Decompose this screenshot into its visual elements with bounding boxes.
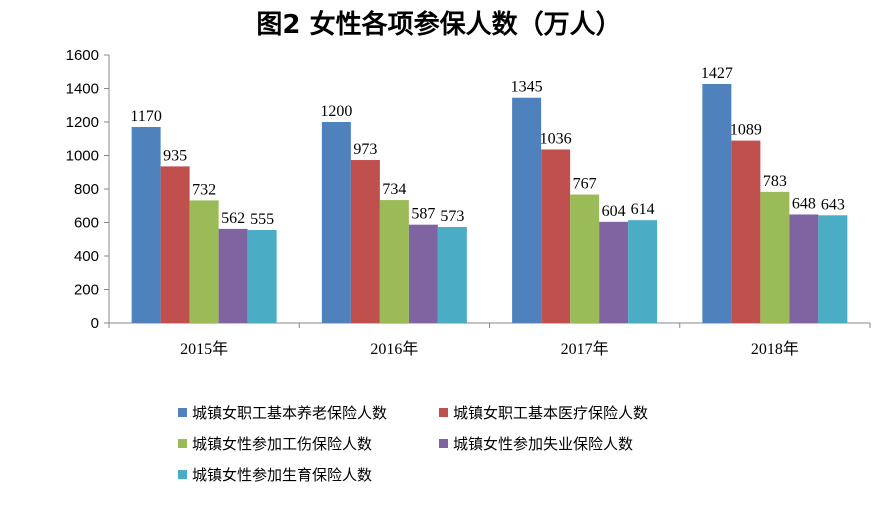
data-label: 562 (221, 210, 245, 227)
x-tick-label: 2015年 (180, 340, 228, 358)
bar (437, 227, 467, 323)
data-label: 1200 (320, 103, 352, 120)
bar (189, 200, 219, 323)
data-label: 573 (440, 208, 464, 225)
legend-swatch (178, 439, 187, 448)
data-label: 973 (353, 141, 377, 158)
bar (599, 221, 629, 323)
bar (408, 224, 438, 323)
bar (321, 122, 351, 323)
legend-label: 城镇女职工基本养老保险人数 (192, 404, 387, 422)
data-label: 643 (821, 196, 845, 213)
data-label: 1089 (730, 122, 762, 139)
bar (789, 214, 819, 323)
bar (760, 191, 790, 323)
x-tick-label: 2016年 (370, 340, 418, 358)
data-label: 1427 (701, 65, 733, 82)
bar (512, 97, 542, 324)
bar (218, 228, 248, 323)
data-label: 935 (163, 147, 187, 164)
x-tick-label: 2017年 (561, 340, 609, 358)
data-label: 732 (192, 181, 216, 198)
chart-title: 图2 女性各项参保人数（万人） (256, 10, 622, 40)
legend-swatch (178, 470, 187, 479)
data-label: 783 (763, 173, 787, 190)
data-label: 734 (382, 181, 406, 198)
legend-label: 城镇女性参加失业保险人数 (453, 435, 633, 453)
legend-swatch (178, 408, 187, 417)
bar (628, 220, 658, 323)
y-tick-label: 0 (91, 315, 99, 332)
data-label: 587 (411, 206, 435, 223)
legend-label: 城镇女性参加工伤保险人数 (192, 435, 372, 453)
data-label: 767 (573, 176, 597, 193)
legend-label: 城镇女职工基本医疗保险人数 (453, 404, 648, 422)
data-label: 614 (631, 201, 655, 218)
labels-layer: 1170 1200 1345 1427 935 973 1036 1089 732 734 767 7… (130, 65, 844, 228)
y-tick-label: 800 (74, 181, 99, 198)
bar (350, 160, 380, 323)
data-label: 1170 (130, 108, 161, 125)
bar (731, 140, 761, 323)
y-tick-label: 1000 (66, 148, 99, 165)
bar (379, 200, 409, 323)
bar (247, 230, 277, 323)
y-tick-label: 200 (74, 282, 99, 299)
bar (160, 166, 190, 323)
x-tick-label: 2018年 (751, 340, 799, 358)
data-label: 1345 (511, 79, 543, 96)
bar (818, 215, 848, 323)
legend-swatch (439, 408, 448, 417)
y-tick-label: 600 (74, 215, 99, 232)
bar (570, 194, 600, 323)
legend-swatch (439, 439, 448, 448)
bars-layer (131, 83, 848, 324)
y-tick-label: 1400 (66, 81, 99, 98)
legend-label: 城镇女性参加生育保险人数 (192, 466, 372, 484)
bar (702, 83, 732, 323)
data-label: 648 (792, 195, 816, 212)
y-tick-label: 1200 (66, 114, 99, 131)
bar (131, 127, 161, 324)
data-label: 1036 (540, 130, 572, 147)
data-label: 604 (602, 203, 626, 220)
y-tick-label: 400 (74, 248, 99, 265)
y-tick-label: 1600 (66, 47, 99, 64)
bar (541, 149, 571, 323)
axis-layer: 0 200 400 600 800 1000 1200 1400 1600 2015年 2016年 2… (66, 47, 871, 358)
data-label: 555 (250, 211, 274, 228)
